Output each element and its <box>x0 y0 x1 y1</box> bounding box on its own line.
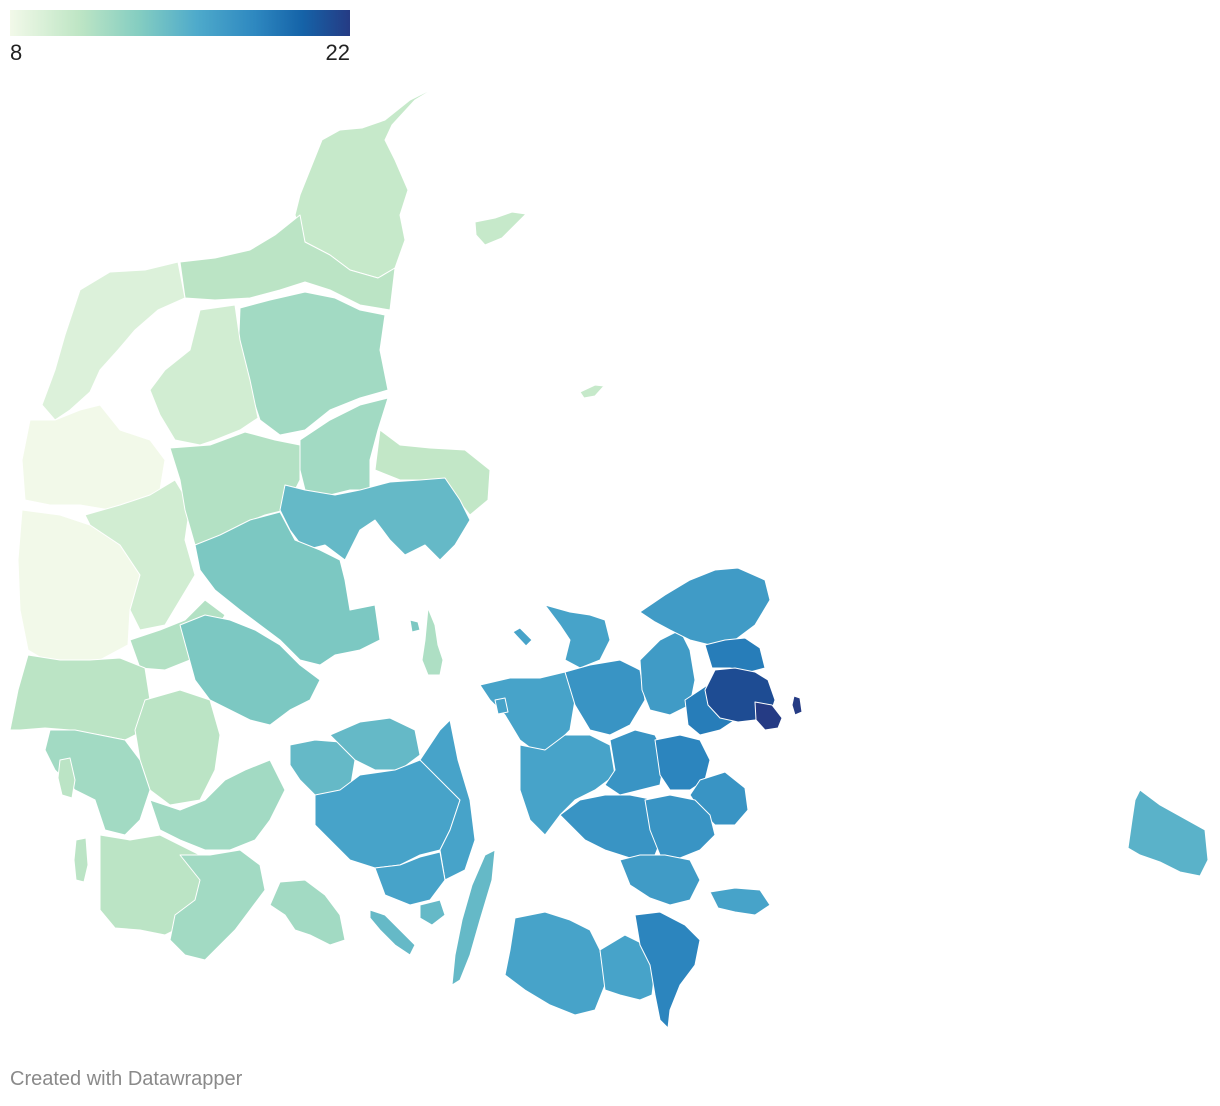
region-saltholm[interactable] <box>791 695 803 716</box>
region-faxe[interactable] <box>644 794 716 859</box>
region-salling[interactable] <box>149 304 259 446</box>
region-esbjerg[interactable] <box>9 654 151 741</box>
region-bornholm[interactable] <box>1127 789 1209 877</box>
region-vordingborg[interactable] <box>619 854 701 906</box>
region-aero[interactable] <box>369 909 416 956</box>
region-anholt[interactable] <box>579 384 605 399</box>
color-legend: 8 22 <box>10 10 350 70</box>
region-laeso[interactable] <box>474 211 527 246</box>
region-thy[interactable] <box>41 261 186 421</box>
region-taasinge[interactable] <box>419 899 446 926</box>
region-samso[interactable] <box>421 607 444 676</box>
region-langeland[interactable] <box>451 849 496 986</box>
region-randers[interactable] <box>299 397 389 496</box>
region-haderslev[interactable] <box>149 759 286 851</box>
region-slagelse[interactable] <box>519 734 616 836</box>
region-vejen[interactable] <box>134 689 221 806</box>
region-sejero[interactable] <box>512 627 533 647</box>
region-soro[interactable] <box>604 729 666 796</box>
region-lolland[interactable] <box>504 911 606 1016</box>
region-viborg-silkeborg[interactable] <box>169 431 301 546</box>
region-svendborg[interactable] <box>374 851 446 906</box>
region-fano[interactable] <box>57 757 76 799</box>
region-frederikssund[interactable] <box>639 629 696 716</box>
region-falster[interactable] <box>634 911 701 1029</box>
datawrapper-credit[interactable]: Created with Datawrapper <box>10 1068 243 1090</box>
region-mon[interactable] <box>709 887 771 916</box>
region-als[interactable] <box>269 879 346 946</box>
region-odsherred[interactable] <box>544 604 611 669</box>
region-herning[interactable] <box>84 479 196 631</box>
region-aabenraa[interactable] <box>169 849 266 961</box>
region-djursland[interactable] <box>374 429 491 516</box>
region-lolland-east[interactable] <box>599 934 656 1001</box>
legend-min-label: 8 <box>10 40 23 65</box>
region-vejle[interactable] <box>179 614 321 726</box>
region-tuno[interactable] <box>409 619 421 633</box>
region-nyborg[interactable] <box>419 719 476 881</box>
region-holbaek[interactable] <box>564 659 646 736</box>
legend-max-label: 22 <box>325 40 350 65</box>
region-bogense[interactable] <box>329 717 421 771</box>
region-romo[interactable] <box>73 837 89 883</box>
legend-gradient-bar <box>10 10 350 36</box>
region-lyngby[interactable] <box>704 637 766 673</box>
region-north-jutland[interactable] <box>179 214 396 311</box>
region-horsens[interactable] <box>194 511 381 666</box>
region-west-coast-north[interactable] <box>21 404 166 511</box>
region-hillerod[interactable] <box>639 567 771 646</box>
region-reserve[interactable] <box>494 697 509 715</box>
region-amager[interactable] <box>754 701 783 731</box>
